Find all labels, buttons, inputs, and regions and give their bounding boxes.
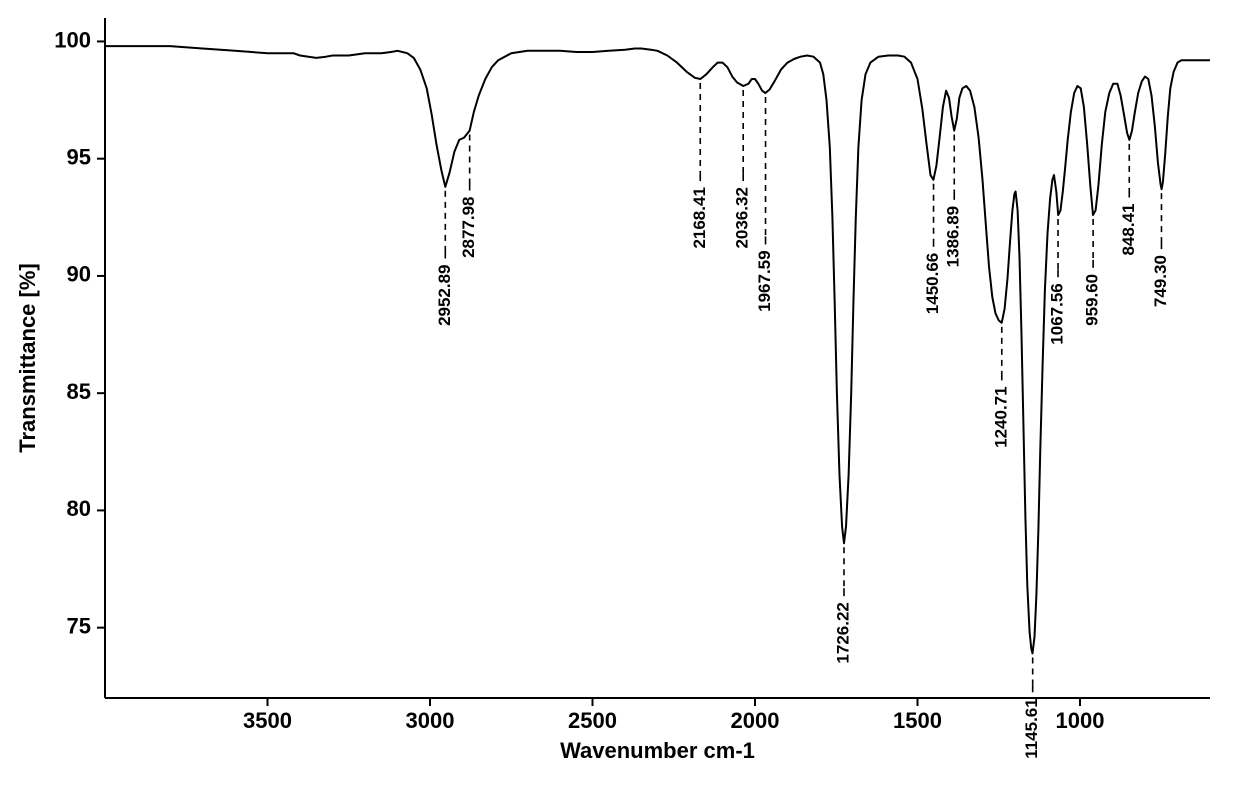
peak-label: 1067.56 bbox=[1048, 283, 1067, 344]
peak-label: 1145.61 bbox=[1022, 698, 1041, 759]
peak-label: 1450.66 bbox=[923, 253, 942, 314]
x-tick-label: 3500 bbox=[243, 708, 292, 733]
peak-label: 2877.98 bbox=[459, 196, 478, 257]
peak-label: 2952.89 bbox=[435, 264, 454, 325]
peak-label: 1967.59 bbox=[755, 250, 774, 311]
y-tick-label: 75 bbox=[67, 613, 91, 638]
peak-label: 848.41 bbox=[1119, 204, 1138, 256]
peak-label: 749.30 bbox=[1151, 255, 1170, 307]
y-tick-label: 90 bbox=[67, 262, 91, 287]
x-tick-label: 2500 bbox=[568, 708, 617, 733]
x-tick-label: 1500 bbox=[893, 708, 942, 733]
peak-label: 1726.22 bbox=[833, 602, 852, 663]
peak-label: 959.60 bbox=[1083, 274, 1102, 326]
peak-label: 2168.41 bbox=[690, 187, 709, 248]
y-axis-label: Transmittance [%] bbox=[15, 263, 40, 453]
peak-label: 1240.71 bbox=[991, 386, 1010, 447]
x-tick-label: 2000 bbox=[731, 708, 780, 733]
peak-label: 2036.32 bbox=[733, 187, 752, 248]
x-axis-label: Wavenumber cm-1 bbox=[560, 738, 755, 763]
y-tick-label: 100 bbox=[54, 27, 91, 52]
y-tick-label: 80 bbox=[67, 496, 91, 521]
x-tick-label: 3000 bbox=[406, 708, 455, 733]
y-tick-label: 85 bbox=[67, 379, 91, 404]
x-tick-label: 1000 bbox=[1056, 708, 1105, 733]
ir-spectrum-chart: 75 80 85 90 95 100 3500 3000 2500 2000 1500 1000 Wav… bbox=[0, 0, 1240, 786]
y-tick-label: 95 bbox=[67, 145, 91, 170]
peak-label: 1386.89 bbox=[944, 206, 963, 267]
